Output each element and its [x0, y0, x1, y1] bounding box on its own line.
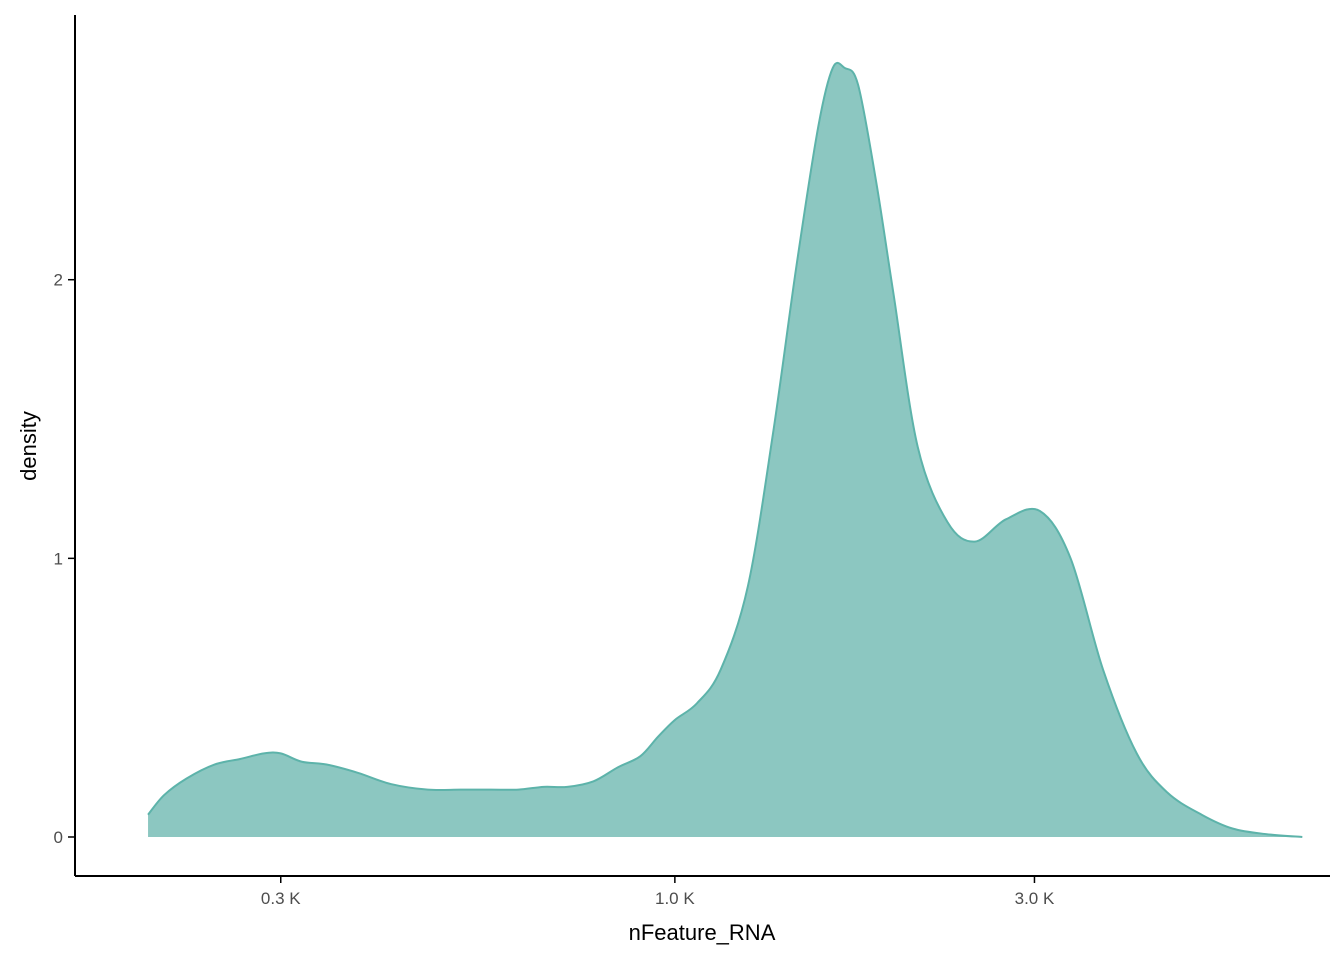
y-tick-label: 2 [54, 271, 63, 290]
x-tick-label: 3.0 K [1015, 889, 1055, 908]
y-tick-label: 1 [54, 549, 63, 568]
x-tick-label: 0.3 K [261, 889, 301, 908]
x-axis-ticks: 0.3 K 1.0 K 3.0 K [261, 876, 1055, 908]
plot-area [147, 61, 1303, 838]
x-axis-title: nFeature_RNA [629, 920, 776, 945]
y-tick-label: 0 [54, 828, 63, 847]
y-axis-ticks: 0 1 2 [54, 271, 75, 847]
y-axis-title: density [16, 411, 41, 481]
density-line [147, 61, 1303, 838]
x-tick-label: 1.0 K [655, 889, 695, 908]
density-area [148, 62, 1303, 837]
